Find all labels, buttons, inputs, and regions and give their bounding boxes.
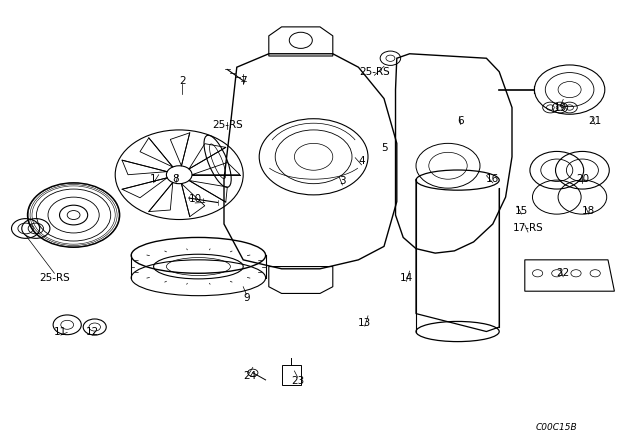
Text: 1: 1 xyxy=(150,174,157,184)
Text: 9: 9 xyxy=(243,293,250,303)
Text: 11: 11 xyxy=(54,327,67,336)
Text: 24: 24 xyxy=(243,371,256,381)
Text: 14: 14 xyxy=(400,273,413,283)
Text: 12: 12 xyxy=(86,327,99,336)
Text: 13: 13 xyxy=(358,318,371,327)
Text: 19: 19 xyxy=(554,103,566,112)
Text: 21: 21 xyxy=(589,116,602,126)
Text: 20: 20 xyxy=(576,174,589,184)
Text: 23: 23 xyxy=(291,376,304,386)
Text: 25-RS: 25-RS xyxy=(359,67,390,77)
Text: 5: 5 xyxy=(381,143,387,153)
Text: 8: 8 xyxy=(173,174,179,184)
Text: 25-RS: 25-RS xyxy=(39,273,70,283)
Text: 6: 6 xyxy=(458,116,464,126)
Text: 10: 10 xyxy=(189,194,202,204)
Text: 2: 2 xyxy=(179,76,186,86)
Text: 7: 7 xyxy=(240,76,246,86)
Text: 3: 3 xyxy=(339,177,346,186)
Text: 18: 18 xyxy=(582,206,595,215)
Text: C00C15B: C00C15B xyxy=(536,423,578,432)
Text: 22: 22 xyxy=(557,268,570,278)
Text: 15: 15 xyxy=(515,206,528,215)
Text: 17-RS: 17-RS xyxy=(513,224,543,233)
Text: 4: 4 xyxy=(358,156,365,166)
Text: 16: 16 xyxy=(486,174,499,184)
Bar xyxy=(282,365,301,385)
Text: 25-RS: 25-RS xyxy=(212,121,243,130)
